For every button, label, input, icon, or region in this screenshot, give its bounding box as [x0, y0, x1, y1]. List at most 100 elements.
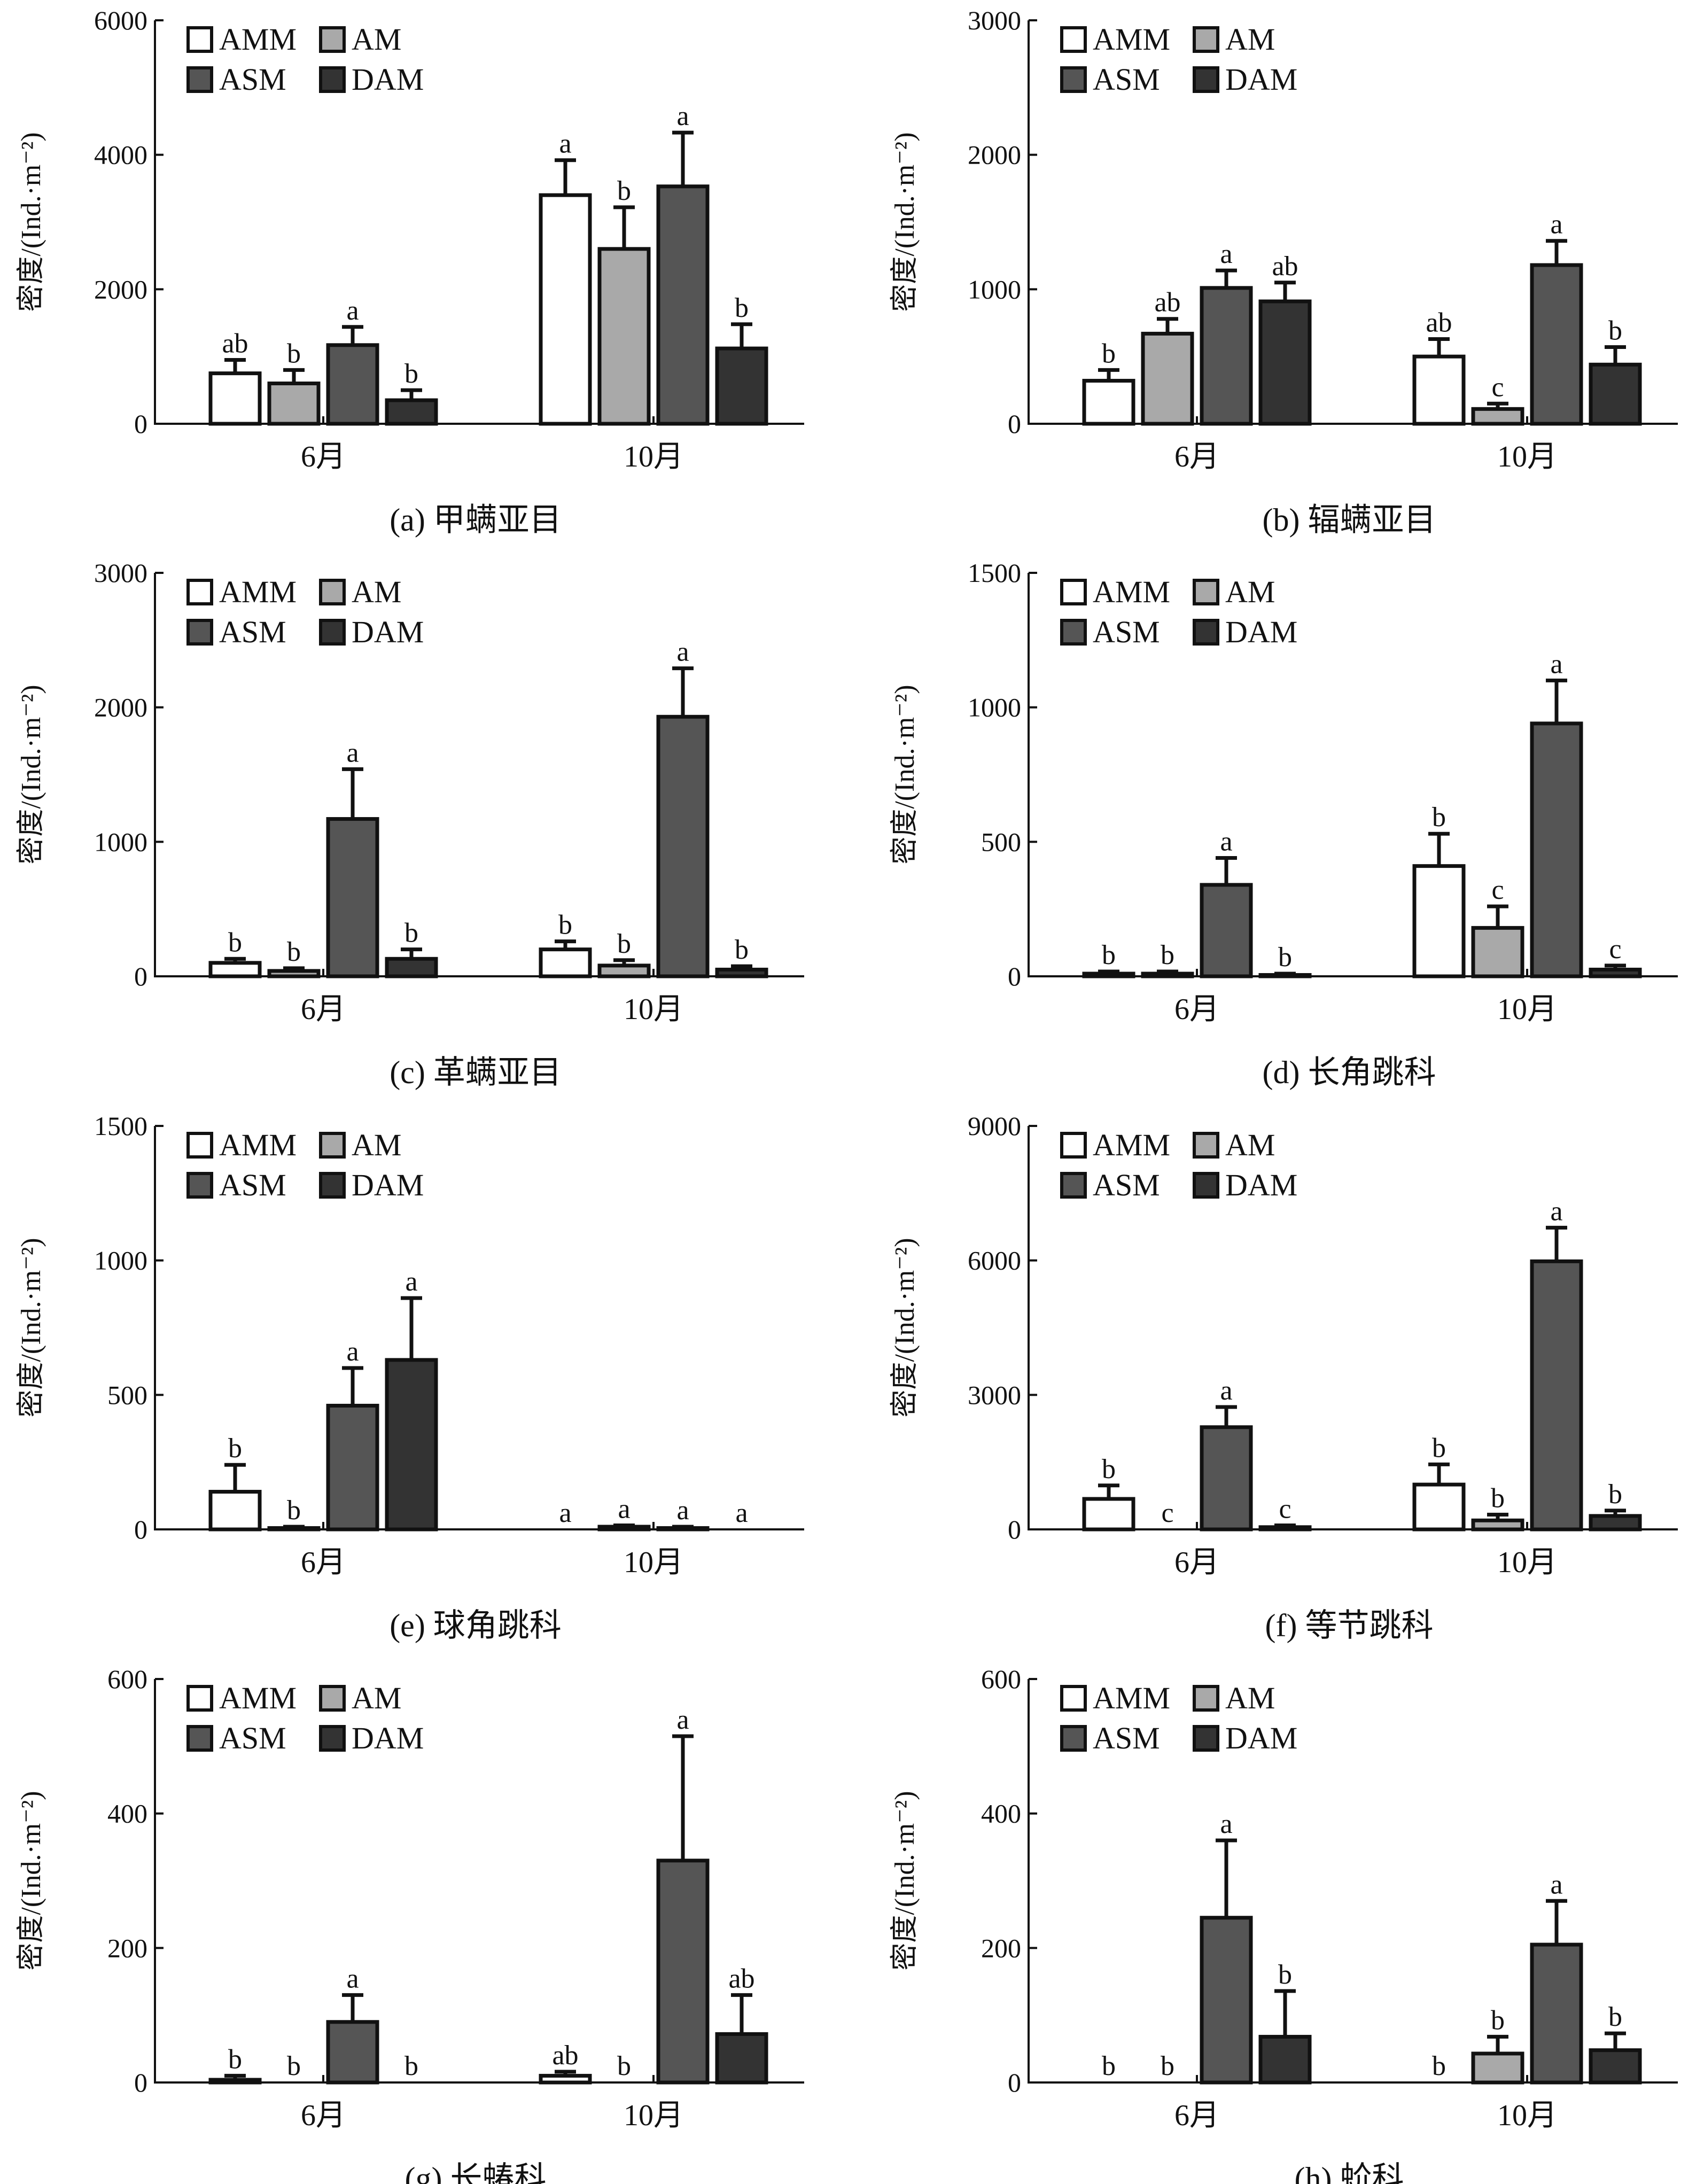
y-tick-label: 0 [134, 2068, 147, 2097]
y-tick-label: 9000 [968, 1111, 1021, 1141]
y-axis-title: 密度/(Ind.·m⁻²) [890, 1791, 920, 1970]
significance-label: a [676, 101, 689, 131]
bar-asm [1530, 263, 1583, 426]
y-tick-label: 200 [981, 1933, 1021, 1963]
significance-label: ab [552, 2040, 578, 2071]
bar-am [1471, 926, 1524, 978]
x-category-label: 10月 [624, 993, 683, 1026]
bar-asm [326, 2020, 379, 2085]
significance-label: a [1550, 1869, 1562, 1900]
legend-swatch-amm [186, 26, 213, 53]
bar-dam [385, 1358, 438, 1532]
y-tick-label: 0 [1008, 1514, 1021, 1544]
y-axis-title: 密度/(Ind.·m⁻²) [890, 132, 920, 312]
legend-label-dam: DAM [1225, 1721, 1297, 1755]
y-tick-label: 600 [981, 1664, 1021, 1694]
significance-label: c [1491, 372, 1504, 402]
bar-asm [326, 817, 379, 978]
bar-am [267, 969, 321, 978]
legend-swatch-asm [1060, 1172, 1087, 1199]
significance-label: a [559, 1498, 571, 1528]
chart-caption: (c) 革螨亚目 [390, 1055, 562, 1090]
y-tick-label: 200 [107, 1933, 147, 1963]
significance-label: b [1278, 1960, 1292, 1990]
bar-amm [1082, 378, 1135, 426]
y-tick-label: 400 [107, 1799, 147, 1829]
y-tick-label: 1500 [968, 558, 1021, 588]
bar-am [1471, 407, 1524, 426]
legend-swatch-am [319, 1132, 346, 1159]
significance-label: b [1608, 2002, 1622, 2032]
y-tick-label: 1500 [94, 1111, 147, 1141]
legend-swatch-dam [1193, 1725, 1219, 1752]
legend-label-asm: ASM [1093, 1168, 1160, 1202]
legend-swatch-asm [186, 619, 213, 646]
legend-label-asm: ASM [219, 1721, 286, 1755]
significance-label: a [346, 1336, 359, 1367]
legend-label-amm: AMM [219, 1681, 297, 1715]
bar-dam [1589, 1514, 1642, 1532]
legend-label-asm: ASM [1093, 1721, 1160, 1755]
legend-label-am: AM [1225, 1128, 1275, 1162]
bar-dam [1589, 967, 1642, 978]
legend-swatch-asm [1060, 66, 1087, 93]
bar-asm [326, 343, 379, 426]
legend-swatch-amm [186, 1685, 213, 1712]
significance-label: a [405, 1266, 417, 1297]
legend-swatch-amm [1060, 579, 1087, 605]
legend-swatch-dam [319, 1172, 346, 1199]
legend-label-dam: DAM [1225, 62, 1297, 97]
x-category-label: 6月 [1174, 2099, 1219, 2132]
legend-label-am: AM [1225, 1681, 1275, 1715]
chart-panel-c: 0 1000 2000 3000 密度/(Ind.·m⁻²) 6月 10月 b b b b a a b b A… [16, 558, 804, 1090]
significance-label: b [287, 937, 301, 967]
significance-label: b [228, 2044, 242, 2074]
legend-label-dam: DAM [1225, 615, 1297, 649]
legend-label-amm: AMM [1093, 1681, 1170, 1715]
significance-label: a [346, 296, 359, 326]
bar-am [597, 963, 651, 978]
bar-dam [715, 2032, 768, 2085]
significance-label: b [1102, 940, 1116, 970]
y-tick-label: 400 [981, 1799, 1021, 1829]
legend-label-asm: ASM [219, 1168, 286, 1202]
significance-label: b [617, 929, 631, 959]
bar-amm [208, 2078, 262, 2085]
significance-label: a [1550, 649, 1562, 679]
y-axis-title: 密度/(Ind.·m⁻²) [16, 1238, 46, 1417]
bar-asm [1530, 1942, 1583, 2085]
bar-amm [539, 193, 592, 426]
y-tick-label: 0 [1008, 961, 1021, 991]
x-category-label: 10月 [1497, 2099, 1557, 2132]
significance-label: b [404, 2051, 418, 2081]
legend-label-asm: ASM [219, 615, 286, 649]
legend-swatch-amm [186, 579, 213, 605]
bar-asm [326, 1403, 379, 1532]
significance-label: b [287, 2051, 301, 2081]
legend-swatch-am [1193, 26, 1219, 53]
x-category-label: 10月 [1497, 993, 1557, 1026]
bar-asm [656, 184, 710, 426]
legend-swatch-dam [1193, 1172, 1219, 1199]
bar-asm [1200, 1425, 1253, 1532]
bar-dam [715, 967, 768, 978]
significance-label: b [1161, 940, 1174, 970]
bar-asm [1200, 883, 1253, 978]
y-tick-label: 6000 [968, 1246, 1021, 1276]
significance-label: b [1608, 316, 1622, 346]
chart-caption: (e) 球角跳科 [390, 1608, 562, 1643]
chart-caption: (f) 等节跳科 [1265, 1608, 1434, 1643]
significance-label: b [1432, 2051, 1446, 2081]
legend-label-am: AM [352, 574, 401, 609]
y-axis-title: 密度/(Ind.·m⁻²) [16, 1791, 46, 1970]
legend-swatch-am [319, 579, 346, 605]
x-category-label: 6月 [1174, 440, 1219, 473]
bar-amm [1412, 1482, 1466, 1532]
legend-swatch-amm [186, 1132, 213, 1159]
significance-label: b [287, 1495, 301, 1526]
bar-am [597, 247, 651, 426]
legend-swatch-amm [1060, 1132, 1087, 1159]
bar-am [1141, 331, 1194, 426]
bar-asm [656, 714, 710, 978]
